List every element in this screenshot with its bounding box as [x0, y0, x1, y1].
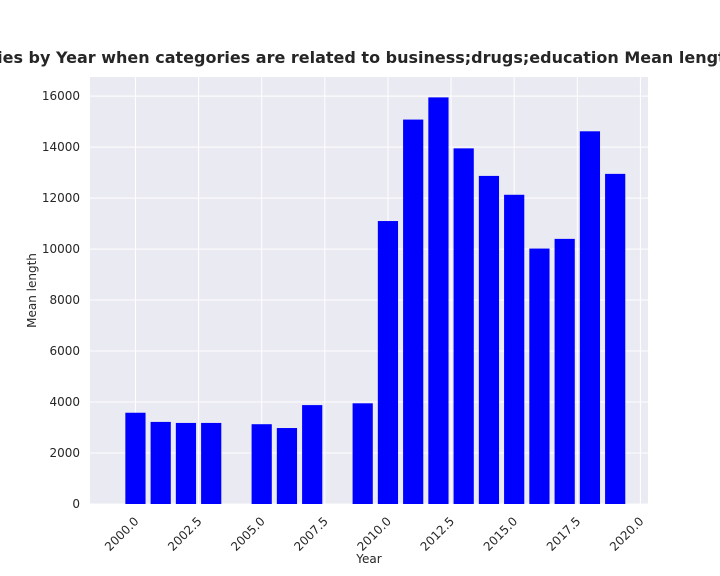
bar: [175, 422, 197, 504]
x-axis-ticks: 2000.0 2002.5 2005.0 2007.5 2010.0 2012.5 2015…: [102, 514, 647, 554]
y-tick-label: 16000: [42, 89, 80, 103]
x-tick-label: 2017.5: [544, 514, 584, 554]
bar: [377, 221, 399, 504]
bar: [302, 405, 323, 504]
y-axis-ticks: 0 2000 4000 6000 8000 10000 12000 14000 16000: [42, 89, 80, 511]
x-tick-label: 2020.0: [607, 514, 647, 554]
chart-title: Mean length in privacy policies by Year …: [0, 48, 720, 67]
y-tick-label: 14000: [42, 140, 80, 154]
x-tick-label: 2005.0: [228, 514, 268, 554]
y-tick-label: 0: [72, 497, 80, 511]
x-tick-label: 2000.0: [102, 514, 142, 554]
bar: [529, 248, 550, 504]
bar: [579, 131, 601, 504]
bar: [125, 412, 146, 504]
y-tick-label: 6000: [49, 344, 80, 358]
bar: [504, 194, 525, 505]
y-tick-label: 2000: [49, 446, 80, 460]
bars: [125, 97, 626, 505]
bar: [276, 428, 298, 504]
bar: [428, 97, 449, 504]
x-tick-label: 2015.0: [481, 514, 521, 554]
y-tick-label: 12000: [42, 191, 80, 205]
bar: [453, 148, 474, 505]
y-tick-label: 4000: [49, 395, 80, 409]
bar: [150, 421, 171, 504]
bar: [554, 238, 575, 504]
bar: [605, 173, 626, 504]
y-axis-label: Mean length: [25, 253, 39, 328]
x-tick-label: 2007.5: [291, 514, 331, 554]
bar: [201, 422, 222, 504]
x-tick-label: 2010.0: [354, 514, 394, 554]
y-tick-label: 10000: [42, 242, 80, 256]
bar: [478, 175, 500, 504]
y-tick-label: 8000: [49, 293, 80, 307]
bar: [251, 424, 272, 504]
x-axis-label: Year: [355, 552, 381, 566]
bar: [403, 119, 424, 504]
x-tick-label: 2012.5: [418, 514, 458, 554]
x-tick-label: 2002.5: [165, 514, 205, 554]
bar: [352, 403, 373, 504]
